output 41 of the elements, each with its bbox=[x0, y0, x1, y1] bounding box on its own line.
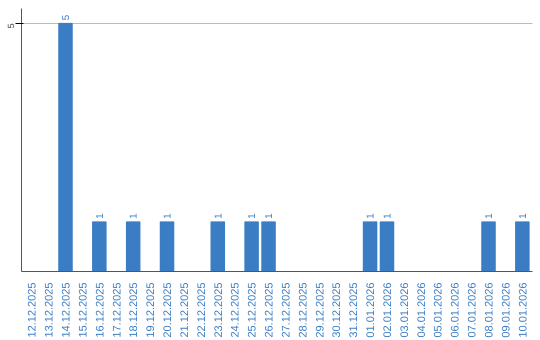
x-tick-label: 22.12.2025 bbox=[196, 282, 208, 338]
x-tick-label: 06.01.2026 bbox=[450, 282, 462, 338]
x-tick-label: 12.12.2025 bbox=[26, 282, 39, 338]
x-tick-label: 14.12.2025 bbox=[60, 282, 72, 338]
x-tick-label: 28.12.2025 bbox=[297, 282, 310, 338]
x-tick-label: 30.12.2025 bbox=[331, 282, 344, 338]
data-label: 1 bbox=[213, 212, 224, 219]
x-tick-label: 09.01.2026 bbox=[500, 282, 512, 338]
data-label: 5 bbox=[60, 14, 72, 20]
x-tick-label: 13.12.2025 bbox=[44, 282, 56, 338]
x-tick-label: 18.12.2025 bbox=[128, 282, 140, 338]
data-label: 1 bbox=[162, 212, 174, 219]
data-label: 1 bbox=[382, 212, 394, 219]
data-label: 1 bbox=[518, 212, 529, 219]
x-tick-label: 24.12.2025 bbox=[230, 282, 242, 338]
x-tick-label: 25.12.2025 bbox=[246, 282, 259, 338]
x-tick-label: 08.01.2026 bbox=[484, 282, 496, 338]
data-label: 1 bbox=[264, 212, 276, 219]
x-tick-label: 21.12.2025 bbox=[178, 282, 191, 338]
x-tick-label: 26.12.2025 bbox=[264, 282, 276, 338]
x-tick-label: 31.12.2025 bbox=[348, 282, 360, 338]
data-label: 1 bbox=[128, 212, 140, 219]
x-tick-label: 10.01.2026 bbox=[517, 282, 530, 338]
x-tick-label: 02.01.2026 bbox=[382, 282, 394, 338]
x-tick-label: 04.01.2026 bbox=[416, 282, 428, 338]
x-tick-label: 29.12.2025 bbox=[314, 282, 326, 338]
x-tick-label: 16.12.2025 bbox=[94, 282, 106, 338]
x-tick-label: 17.12.2025 bbox=[111, 282, 124, 338]
x-tick-label: 01.01.2026 bbox=[365, 282, 378, 338]
x-tick-label: 03.01.2026 bbox=[398, 282, 411, 338]
data-label: 1 bbox=[247, 212, 258, 219]
x-tick-label: 07.01.2026 bbox=[466, 282, 479, 338]
x-tick-label: 05.01.2026 bbox=[432, 282, 445, 338]
data-label: 1 bbox=[484, 212, 496, 219]
x-tick-label: 27.12.2025 bbox=[280, 282, 292, 338]
x-tick-label: 19.12.2025 bbox=[145, 282, 158, 338]
data-label: 1 bbox=[94, 212, 106, 219]
data-label: 1 bbox=[366, 212, 377, 219]
x-tick-label: 23.12.2025 bbox=[212, 282, 225, 338]
x-tick-label: 20.12.2025 bbox=[162, 282, 174, 338]
x-tick-label: 15.12.2025 bbox=[77, 282, 90, 338]
